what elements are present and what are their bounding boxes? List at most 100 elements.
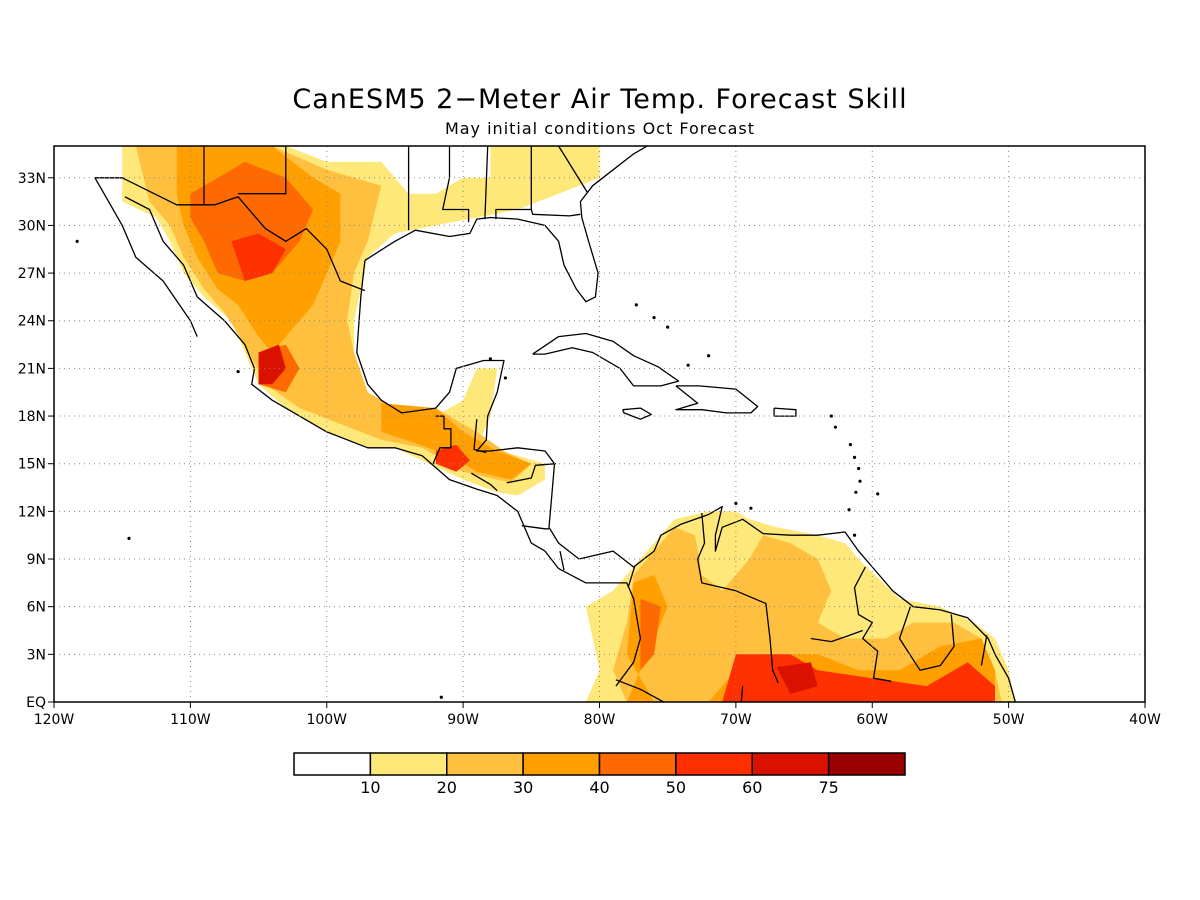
graticule-layer — [54, 146, 1145, 702]
coastline-segment — [622, 407, 652, 420]
coastline-segment — [124, 196, 642, 687]
coastline-segment — [238, 146, 287, 195]
coastline-segment — [532, 332, 680, 387]
page-title: CanESM5 2−Meter Air Temp. Forecast Skill — [292, 84, 908, 115]
skill-region-level-3 — [381, 403, 532, 480]
lat-tick-label: 24N — [18, 314, 46, 330]
island-marker — [439, 695, 443, 699]
lat-tick-label: 18N — [18, 409, 46, 425]
coastline-segment — [521, 525, 549, 530]
island-marker — [749, 506, 753, 510]
colorbar-label: 60 — [742, 778, 762, 797]
colorbar: 10 20 30 40 50 60 75 — [293, 752, 906, 797]
lat-tick-label: 6N — [27, 600, 46, 616]
lon-tick-label: 100W — [306, 712, 347, 728]
colorbar-label: 30 — [513, 778, 533, 797]
island-marker — [857, 466, 861, 471]
lat-tick-label: 9N — [27, 552, 46, 568]
coastline-segment — [853, 566, 892, 682]
colorbar-box — [751, 752, 830, 776]
coastline-segment — [898, 606, 955, 671]
coastline-segment — [364, 146, 648, 303]
coastline-segment — [810, 629, 863, 643]
coastline-segment — [559, 550, 565, 571]
coastline-segment — [697, 512, 779, 684]
colorbar-label: 40 — [589, 778, 609, 797]
skill-region-level-5 — [231, 233, 286, 281]
coastline-segment — [94, 177, 198, 337]
skill-region-level-6 — [258, 344, 286, 385]
lon-tick-label: 110W — [170, 712, 211, 728]
coastline-segment — [558, 146, 588, 193]
colorbar-box — [446, 752, 524, 776]
lat-tick-label: 33N — [18, 171, 46, 187]
island-marker — [848, 443, 853, 447]
island-marker — [686, 363, 690, 367]
skill-region-level-3 — [626, 574, 995, 702]
island-marker — [876, 492, 880, 496]
island-marker — [488, 357, 492, 361]
colorbar-box — [293, 752, 372, 776]
lat-tick-label: EQ — [26, 695, 46, 711]
island-marker — [852, 455, 857, 459]
island-marker — [852, 533, 857, 537]
island-marker — [707, 354, 711, 358]
lat-tick-label: 15N — [18, 457, 46, 473]
island-marker — [833, 425, 838, 429]
skill-region-level-5 — [435, 444, 470, 472]
coastline-segment — [470, 472, 498, 492]
colorbar-box — [675, 752, 753, 776]
island-marker — [858, 479, 862, 483]
island-marker — [652, 315, 656, 320]
colorbar-box — [369, 752, 448, 776]
coastline-segment — [94, 177, 366, 292]
coastline-segment — [495, 146, 532, 220]
lon-tick-label: 90W — [447, 712, 479, 728]
coastline-segment — [980, 635, 988, 666]
coastline-segment — [442, 146, 470, 223]
coastline-segment — [530, 209, 581, 217]
lon-tick-label: 70W — [720, 712, 752, 728]
lat-tick-label: 21N — [18, 361, 46, 377]
lon-tick-label: 60W — [856, 712, 888, 728]
lat-tick-label: 30N — [18, 218, 46, 234]
longitude-labels: 120W 110W 100W 90W 80W 70W 60W 50W 40W — [34, 702, 1161, 728]
lat-tick-label: 3N — [27, 647, 46, 663]
lat-tick-label: 27N — [18, 266, 46, 282]
island-marker — [127, 536, 131, 540]
lon-tick-label: 80W — [584, 712, 616, 728]
colorbar-label: 50 — [666, 778, 686, 797]
latitude-labels: EQ 3N 6N 9N 12N 15N 18N 21N 24N 27N 30N 33N — [18, 171, 54, 711]
island-marker — [503, 376, 508, 380]
colorbar-label: 10 — [360, 778, 380, 797]
colorbar-label: 75 — [818, 778, 838, 797]
colorbar-box — [522, 752, 601, 776]
coastline-segment — [473, 419, 487, 454]
island-marker — [854, 490, 858, 494]
coastline-segment — [675, 385, 759, 414]
skill-region-level-2 — [613, 527, 1002, 702]
coastline-segment — [627, 565, 636, 588]
island-marker — [236, 369, 240, 374]
colorbar-box — [827, 752, 906, 776]
coastline-segment — [484, 146, 489, 220]
coastline-segment — [773, 407, 797, 417]
skill-region-level-4 — [640, 598, 661, 671]
lon-tick-label: 120W — [34, 712, 75, 728]
coastline-segment — [740, 686, 744, 702]
island-marker — [734, 501, 738, 506]
island-marker — [634, 303, 638, 307]
coastline-segment — [506, 463, 556, 484]
page-subtitle: May initial conditions Oct Forecast — [444, 119, 756, 138]
colorbar-box — [598, 752, 677, 776]
coastline-segment — [615, 679, 666, 702]
lon-tick-label: 50W — [993, 712, 1025, 728]
skill-shading-layer — [122, 146, 1016, 702]
island-marker — [829, 414, 833, 418]
island-marker — [75, 239, 79, 243]
lon-tick-label: 40W — [1129, 712, 1161, 728]
island-marker — [847, 508, 851, 512]
colorbar-label: 20 — [437, 778, 457, 797]
lat-tick-label: 12N — [18, 504, 46, 520]
